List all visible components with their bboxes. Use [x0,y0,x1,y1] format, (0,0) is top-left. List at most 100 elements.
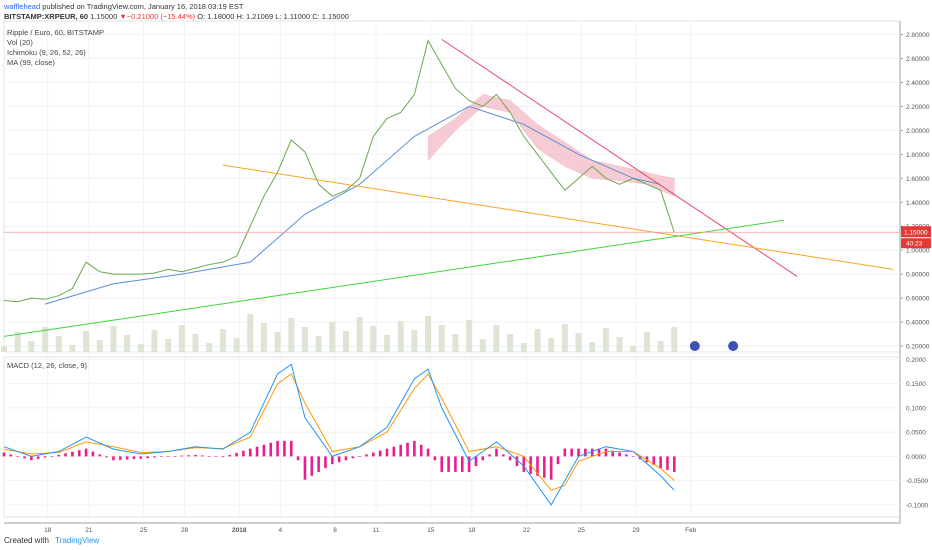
macd-histogram-bar [228,455,232,457]
volume-bar [397,321,404,352]
volume-bar [548,338,555,352]
macd-histogram-bar [372,452,375,457]
time-tick-label: 4 [279,527,283,534]
macd-histogram-bar [645,456,649,463]
price-tick-label: 0.40000 [906,320,930,327]
orange-trendline [222,164,894,270]
macd-histogram-bar [317,456,320,472]
volume-bar [643,332,650,352]
macd-histogram-bar [125,456,129,460]
macd-histogram-bar [631,456,635,457]
volume-bar [96,340,103,352]
macd-histogram-bar [488,454,491,457]
volume-bar [425,316,432,352]
volume-bar [575,333,582,352]
footer-created: Created with [4,536,49,545]
volume-bar [42,327,49,352]
publish-line: wafflehead published on TradingView.com,… [4,2,244,11]
indicator-ichimoku[interactable]: Ichimoku (9, 26, 52, 26) [7,48,86,57]
volume-bar [561,324,568,352]
time-tick-label: 28 [181,527,189,534]
macd-histogram-bar [563,448,567,457]
volume-bar [356,317,363,352]
macd-histogram-bar [406,442,409,457]
volume-bar [342,331,349,352]
volume-bar [14,332,21,352]
ma-line [44,105,661,305]
macd-histogram-bar [625,454,628,457]
macd-histogram-bar [84,448,88,457]
macd-histogram-bar [248,448,252,457]
macd-histogram-bar [296,456,300,461]
macd-histogram-bar [36,456,40,459]
price-tick-label: 0.80000 [906,272,930,279]
macd-histogram-bar [118,456,122,460]
time-tick-label: 18 [468,527,476,534]
macd-histogram-bar [385,448,389,457]
macd-tick-label: 0.1500 [906,381,926,388]
volume-bar [466,320,473,352]
volume-bar [206,343,213,352]
macd-histogram-bar [392,446,396,457]
macd-histogram-bar [536,456,539,476]
volume-bar [274,332,281,352]
macd-histogram-bar [324,456,327,469]
macd-histogram-bar [549,456,553,480]
macd-histogram-bar [77,450,81,457]
indicator-macd[interactable]: MACD (12, 26, close, 9) [7,361,88,370]
macd-histogram-bar [604,448,608,457]
macd-histogram-bar [221,456,225,458]
volume-bar [165,339,172,352]
macd-tick-label: -0.0500 [906,478,928,485]
time-tick-label: 15 [427,527,435,534]
ohlc-values: O: 1.18000 H: 1.21069 L: 1.11000 C: 1.15… [197,12,349,21]
symbol-line: BITSTAMP:XRPEUR, 60 1.15000 ▼−0.21000 (−… [4,12,349,21]
macd-histogram-bar [2,452,6,457]
macd-histogram-bar [98,454,102,457]
volume-bar [247,314,254,352]
tradingview-logo[interactable]: TradingView [55,536,100,545]
macd-histogram-bar [50,456,54,457]
macd-histogram-bar [337,456,341,463]
macd-histogram-bar [23,456,26,459]
macd-histogram-bar [30,456,33,461]
time-tick-label: 25 [140,527,148,534]
volume-bar [83,331,90,352]
event-marker-icon [728,341,739,351]
macd-histogram-bar [16,456,19,457]
time-tick-label: 22 [523,527,531,534]
macd-histogram-bar [262,444,266,457]
macd-histogram-bar [276,440,279,457]
publish-info: published on TradingView.com, January 16… [42,2,244,11]
macd-histogram-bar [201,455,204,457]
time-tick-label: 29 [632,527,640,534]
macd-histogram-bar [64,453,67,457]
macd-histogram-bar [522,456,526,472]
indicator-ma[interactable]: MA (99, close) [7,58,55,67]
macd-histogram-bar [235,452,238,457]
volume-bar [260,323,267,352]
volume-bar [301,327,308,352]
macd-histogram-bar [43,456,47,458]
macd-histogram-bar [269,442,273,457]
macd-histogram-bar [467,456,471,472]
indicator-vol[interactable]: Vol (20) [7,38,33,47]
macd-histogram-bar [153,456,156,458]
macd-histogram-bar [378,450,382,457]
macd-histogram-bar [255,446,259,457]
author-link[interactable]: wafflehead [4,2,41,11]
macd-histogram-bar [180,455,184,457]
macd-histogram-bar [71,451,74,457]
macd-histogram-bar [91,451,95,457]
time-tick-label: 11 [373,527,380,534]
macd-histogram-bar [652,456,656,466]
macd-tick-label: 0.1000 [906,405,926,412]
time-tick-label: 2018 [232,527,247,534]
macd-histogram-bar [57,454,61,457]
macd-pane [3,356,901,518]
volume-bar [124,335,131,352]
time-tick-label: 18 [44,527,52,534]
volume-bar [411,330,418,352]
macd-histogram-bar [618,452,621,457]
